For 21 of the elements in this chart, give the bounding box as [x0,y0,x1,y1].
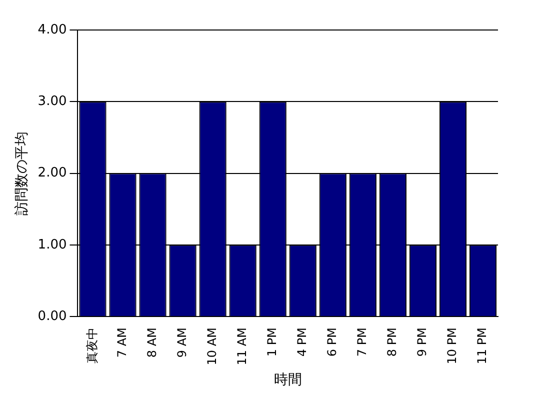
x-tick-label: 10 AM [204,328,219,366]
x-tick-label: 11 AM [234,328,249,366]
y-tick-label: 0.00 [38,308,67,324]
y-axis-title: 訪問数の平均 [14,131,30,216]
x-tick-label: 6 PM [325,328,340,357]
x-tick-label: 7 PM [355,328,370,357]
y-tick-label: 2.00 [38,166,67,181]
x-tick-label: 8 PM [385,328,400,357]
x-tick-label: 4 PM [295,328,310,357]
y-tick-label: 1.00 [38,237,67,252]
y-tick-label: 4.00 [38,22,67,38]
y-tick-label: 3.00 [38,94,67,110]
x-tick-label: 9 PM [415,328,430,357]
x-tick-label: 1 PM [264,328,279,357]
x-axis-title: 時間 [274,372,302,388]
x-tick-label: 8 AM [144,328,159,358]
x-tick-label: 7 AM [114,328,129,358]
x-tick-label: 9 AM [174,328,189,358]
x-tick-label: 真夜中 [84,328,99,364]
x-tick-label: 10 PM [445,328,460,364]
x-tick-label: 11 PM [475,328,490,364]
